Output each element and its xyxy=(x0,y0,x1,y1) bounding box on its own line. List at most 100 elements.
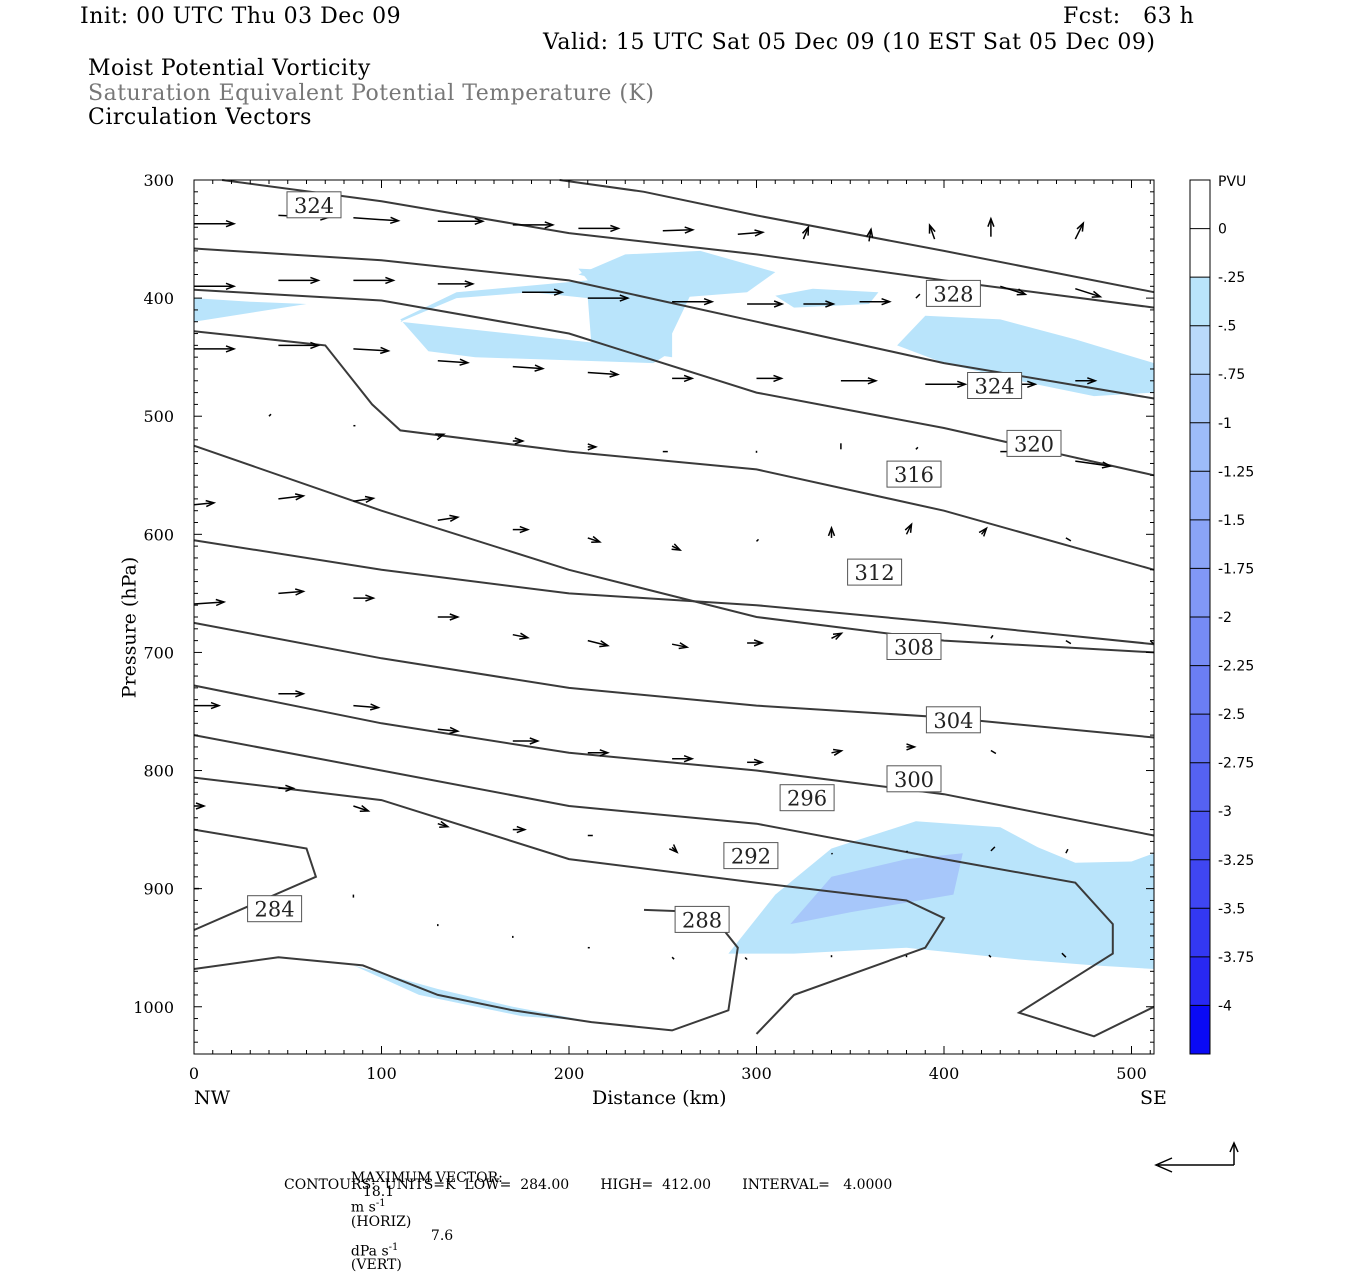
reference-vector xyxy=(1154,1141,1239,1173)
vector-head xyxy=(294,493,306,501)
vector-93 xyxy=(830,852,834,855)
vector-52 xyxy=(437,514,460,522)
contour-info: CONTOURS: UNITS=K LOW= 284.00 HIGH= 412.… xyxy=(284,1177,893,1193)
vector-head xyxy=(825,300,836,308)
vector-shaft xyxy=(353,497,374,503)
contour-label-6: 308 xyxy=(886,633,942,660)
colorbar-label-13: -3.25 xyxy=(1218,853,1254,869)
contour-line-284-12 xyxy=(193,908,739,1032)
max-vector-horiz-value: 18.1 xyxy=(362,1184,395,1200)
contour-label-box xyxy=(1006,429,1062,457)
colorbar-label-16: -4 xyxy=(1218,998,1232,1014)
vector-head xyxy=(609,370,620,378)
vector-head xyxy=(225,219,237,228)
colorbar-swatch-11 xyxy=(1190,714,1210,764)
mpv-shade-2 xyxy=(578,250,776,299)
max-vector-vert-value: 7.6 xyxy=(430,1227,454,1244)
vector-head xyxy=(599,640,610,648)
vector-27 xyxy=(278,341,321,350)
vector-shaft xyxy=(353,348,389,352)
contour-label-text: 308 xyxy=(894,636,934,660)
vector-69 xyxy=(831,632,844,641)
vector-shaft xyxy=(737,231,763,236)
vector-shaft xyxy=(1000,285,1026,296)
vector-29 xyxy=(437,358,470,366)
vector-19 xyxy=(672,297,715,306)
vector-head xyxy=(904,522,913,533)
vector-head xyxy=(832,748,844,756)
x-axis-label: Distance (km) xyxy=(592,1087,727,1109)
vector-head xyxy=(867,377,879,385)
vector-shaft xyxy=(988,954,992,958)
vector-shaft xyxy=(990,846,996,852)
contour-label-8: 300 xyxy=(886,765,942,793)
vector-head xyxy=(519,525,530,534)
vector-head xyxy=(553,288,565,296)
vector-head xyxy=(1101,461,1113,469)
vector-4 xyxy=(512,221,555,229)
vector-20 xyxy=(747,300,785,308)
field-name-vectors: Circulation Vectors xyxy=(88,105,312,130)
contour-label-3: 320 xyxy=(1006,429,1062,457)
vector-head xyxy=(881,297,892,306)
colorbar-label-10: -2.5 xyxy=(1218,707,1245,723)
colorbar-swatch-10 xyxy=(1190,665,1210,715)
vector-25 xyxy=(1075,287,1103,298)
colorbar-swatch-1 xyxy=(1190,228,1210,278)
vector-74 xyxy=(194,701,222,710)
vector-66 xyxy=(587,639,610,648)
vector-head xyxy=(464,280,475,288)
vector-head xyxy=(591,535,602,543)
vector-head xyxy=(449,613,460,621)
vector-shaft xyxy=(587,639,608,647)
contour-label-text: 328 xyxy=(933,282,973,306)
colorbar-swatch-15 xyxy=(1190,908,1210,958)
vector-31 xyxy=(587,370,620,378)
vector-head xyxy=(773,374,784,383)
colorbar-label-15: -3.75 xyxy=(1218,950,1254,966)
vector-21 xyxy=(803,300,836,308)
x-tick-label-1: 100 xyxy=(366,1064,397,1083)
contour-label-text: 300 xyxy=(894,768,934,792)
vector-head xyxy=(294,588,306,596)
vector-24 xyxy=(1000,285,1028,296)
vector-head xyxy=(389,216,401,225)
contour-label-text: 320 xyxy=(1014,432,1054,456)
contour-label-4: 316 xyxy=(886,460,942,488)
max-vector-horiz-tag: (HORIZ) xyxy=(350,1213,412,1230)
vector-head xyxy=(1091,290,1103,298)
vector-head xyxy=(295,690,306,698)
vector-77 xyxy=(437,726,460,735)
vector-shaft xyxy=(353,217,399,222)
vector-30 xyxy=(512,364,545,372)
vector-50 xyxy=(278,493,306,501)
vector-84 xyxy=(990,749,997,755)
mpv-shade-7 xyxy=(353,965,588,1021)
y-tick-label-5: 800 xyxy=(143,762,174,781)
vector-58 xyxy=(904,522,913,535)
circulation-vectors xyxy=(193,213,1154,961)
vector-14 xyxy=(278,276,321,285)
contour-label-2: 324 xyxy=(967,372,1023,399)
x-end-label-right: SE xyxy=(1140,1087,1167,1109)
contour-label-box xyxy=(925,279,981,307)
vector-head xyxy=(754,229,765,237)
contour-label-0: 324 xyxy=(286,191,342,219)
contour-line-324-2 xyxy=(193,247,1155,400)
colorbar-label-1: -.25 xyxy=(1218,270,1245,286)
contour-label-5: 312 xyxy=(847,558,903,586)
contour-line-304-7 xyxy=(193,621,1155,739)
vector-head xyxy=(534,364,545,372)
vector-head xyxy=(359,805,371,813)
colorbar-swatch-6 xyxy=(1190,471,1210,521)
vector-head xyxy=(369,703,381,711)
vector-head xyxy=(801,225,810,236)
vector-shaft xyxy=(830,852,834,855)
vector-42 xyxy=(587,443,598,451)
colorbar-label-12: -3 xyxy=(1218,804,1232,820)
colorbar-label-8: -2 xyxy=(1218,610,1232,626)
vector-shaft xyxy=(755,538,760,542)
contour-label-9: 296 xyxy=(779,784,835,812)
vector-head xyxy=(474,217,485,226)
vector-shaft xyxy=(662,229,693,232)
